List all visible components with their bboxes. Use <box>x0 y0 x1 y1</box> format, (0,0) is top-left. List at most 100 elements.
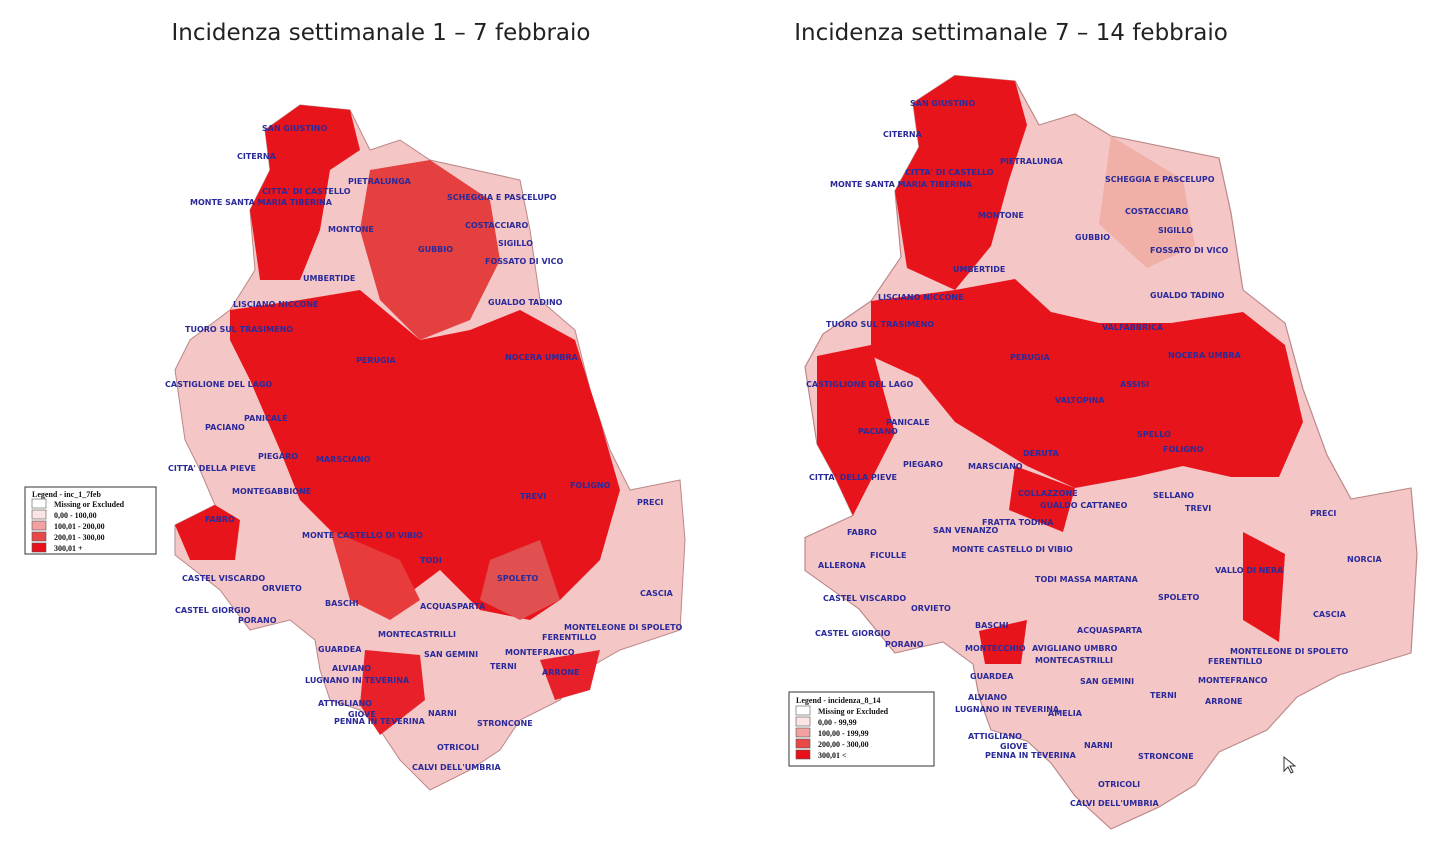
place-label: TREVI <box>520 492 546 501</box>
place-label: CITERNA <box>883 130 923 139</box>
place-label: FOSSATO DI VICO <box>485 257 563 266</box>
place-label: GUBBIO <box>418 245 453 254</box>
place-label: CASTIGLIONE DEL LAGO <box>165 380 272 389</box>
place-label: PIEGARO <box>258 452 298 461</box>
place-label: NOCERA UMBRA <box>505 353 579 362</box>
place-label: CALVI DELL'UMBRIA <box>412 763 501 772</box>
place-label: TUORO SUL TRASIMENO <box>185 325 293 334</box>
place-label: ARRONE <box>1205 697 1242 706</box>
place-label: CASTIGLIONE DEL LAGO <box>806 380 913 389</box>
place-label: FOLIGNO <box>1163 445 1204 454</box>
place-label: SPOLETO <box>1158 593 1199 602</box>
place-label: FERENTILLO <box>1208 657 1263 666</box>
place-label: LUGNANO IN TEVERINA <box>955 705 1060 714</box>
legend: Legend - inc_1_7feb Missing or Excluded 0… <box>24 486 157 555</box>
place-label: CITERNA <box>237 152 277 161</box>
legend-label: 100,00 - 199,99 <box>818 729 869 738</box>
place-label: OTRICOLI <box>437 743 479 752</box>
place-label: GIOVE <box>1000 742 1028 751</box>
place-label: ACQUASPARTA <box>1077 626 1143 635</box>
place-label: AVIGLIANO UMBRO <box>1032 644 1118 653</box>
place-label: SAN GIUSTINO <box>262 124 327 133</box>
place-label: FERENTILLO <box>542 633 597 642</box>
place-label: SIGILLO <box>1158 226 1193 235</box>
map-left <box>174 104 686 791</box>
legend-label: Missing or Excluded <box>54 500 125 509</box>
place-label: PRECI <box>1310 509 1336 518</box>
place-label: CASTEL GIORGIO <box>175 606 251 615</box>
place-label: GIOVE <box>348 710 376 719</box>
place-label: COSTACCIARO <box>1125 207 1189 216</box>
place-label: LISCIANO NICCONE <box>233 300 319 309</box>
legend-label: 200,00 - 300,00 <box>818 740 869 749</box>
place-label: SAN GIUSTINO <box>910 99 975 108</box>
place-label: MONTEGABBIONE <box>232 487 311 496</box>
place-label: PIETRALUNGA <box>1000 157 1064 166</box>
place-label: PACIANO <box>858 427 898 436</box>
place-label: ATTIGLIANO <box>318 699 372 708</box>
place-label: ALVIANO <box>968 693 1007 702</box>
legend-label: 300,01 < <box>818 751 847 760</box>
legend-swatch <box>795 705 811 716</box>
place-label: CITTA' DELLA PIEVE <box>809 473 897 482</box>
place-label: CITTA' DI CASTELLO <box>262 187 351 196</box>
legend-swatch <box>31 509 47 520</box>
place-label: ORVIETO <box>911 604 951 613</box>
place-label: STRONCONE <box>1138 752 1194 761</box>
map-title: Incidenza settimanale 7 – 14 febbraio <box>794 20 1228 46</box>
place-label: UMBERTIDE <box>953 265 1005 274</box>
place-label: PIEGARO <box>903 460 943 469</box>
legend-swatch <box>795 716 811 727</box>
place-label: NOCERA UMBRA <box>1168 351 1242 360</box>
place-label: COSTACCIARO <box>465 221 529 230</box>
place-label: CASCIA <box>1313 610 1347 619</box>
place-label: PRECI <box>637 498 663 507</box>
place-label: DERUTA <box>1023 449 1060 458</box>
place-label: NARNI <box>1084 741 1113 750</box>
place-label: ORVIETO <box>262 584 302 593</box>
labels: SAN GIUSTINO CITERNA CITTA' DI CASTELLO MON… <box>165 99 1383 808</box>
place-label: TREVI <box>1185 504 1211 513</box>
place-label: MONTECCHIO <box>965 644 1026 653</box>
legend-swatch <box>795 727 811 738</box>
place-label: MARSCIANO <box>316 455 371 464</box>
place-label: SAN GEMINI <box>424 650 478 659</box>
place-label: GUALDO TADINO <box>488 298 563 307</box>
place-label: MONTELEONE DI SPOLETO <box>564 623 683 632</box>
place-label: PIETRALUNGA <box>348 177 412 186</box>
legend-title: Legend - inc_1_7feb <box>32 490 101 499</box>
place-label: ATTIGLIANO <box>968 732 1022 741</box>
place-label: PACIANO <box>205 423 245 432</box>
legend-swatch <box>31 542 47 553</box>
place-label: CITTA' DI CASTELLO <box>905 168 994 177</box>
map-title: Incidenza settimanale 1 – 7 febbraio <box>172 20 591 46</box>
place-label: SCHEGGIA E PASCELUPO <box>1105 175 1215 184</box>
place-label: TERNI <box>1150 691 1177 700</box>
place-label: PORANO <box>885 640 924 649</box>
place-label: VALTOPINA <box>1055 396 1105 405</box>
place-label: PANICALE <box>886 418 930 427</box>
place-label: FABRO <box>847 528 877 537</box>
place-label: VALFABBRICA <box>1102 323 1164 332</box>
legend-label: 0,00 - 100,00 <box>54 511 97 520</box>
place-label: SELLANO <box>1153 491 1194 500</box>
legend-swatch <box>31 520 47 531</box>
place-label: MONTECASTRILLI <box>1035 656 1113 665</box>
place-label: MONTEFRANCO <box>1198 676 1268 685</box>
place-label: SIGILLO <box>498 239 533 248</box>
legend-swatch <box>795 738 811 749</box>
legend-label: 200,01 - 300,00 <box>54 533 105 542</box>
place-label: PENNA IN TEVERINA <box>985 751 1077 760</box>
place-label: MONTE CASTELLO DI VIBIO <box>302 531 423 540</box>
place-label: ARRONE <box>542 668 579 677</box>
place-label: BASCHI <box>325 599 359 608</box>
place-label: CITTA' DELLA PIEVE <box>168 464 256 473</box>
place-label: STRONCONE <box>477 719 533 728</box>
legend-title: Legend - incidenza_8_14 <box>796 696 880 705</box>
legend-label: 300,01 + <box>54 544 83 553</box>
place-label: ASSISI <box>1120 380 1149 389</box>
place-label: MONTE SANTA MARIA TIBERINA <box>190 198 333 207</box>
place-label: TODI <box>420 556 442 565</box>
place-label: CASTEL VISCARDO <box>182 574 265 583</box>
place-label: GUARDEA <box>970 672 1014 681</box>
